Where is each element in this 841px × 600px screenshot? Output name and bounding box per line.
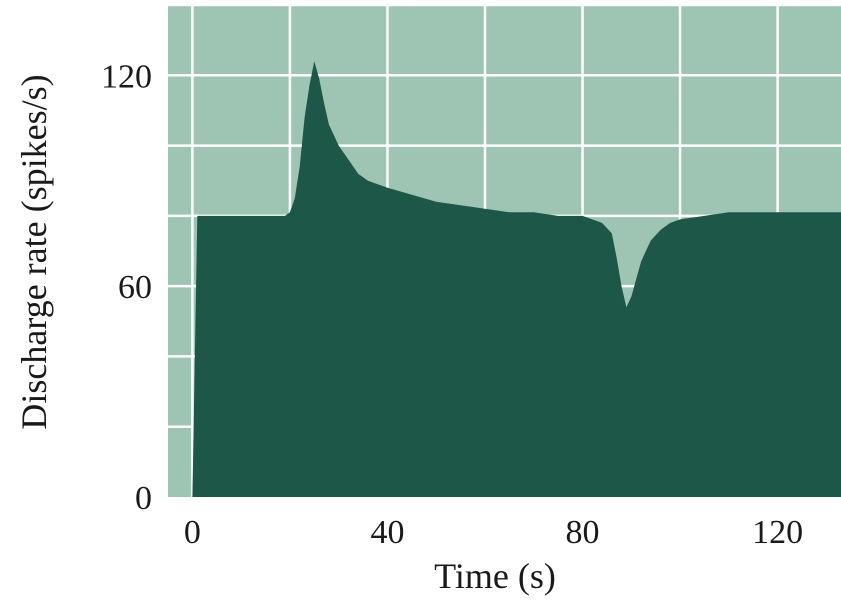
- x-tick-label: 40: [370, 514, 404, 551]
- x-axis-label: Time (s): [434, 556, 556, 596]
- y-tick-label: 120: [101, 58, 152, 95]
- discharge-rate-area: [192, 61, 841, 497]
- x-tick-label: 0: [184, 514, 201, 551]
- y-tick-label: 60: [118, 269, 152, 306]
- x-tick-label: 80: [566, 514, 600, 551]
- x-tick-labels: 0 40 80 120: [184, 514, 803, 551]
- y-tick-labels: 0 60 120: [101, 58, 152, 517]
- x-tick-label: 120: [752, 514, 803, 551]
- y-tick-label: 0: [135, 480, 152, 517]
- y-axis-label: Discharge rate (spikes/s): [14, 74, 54, 429]
